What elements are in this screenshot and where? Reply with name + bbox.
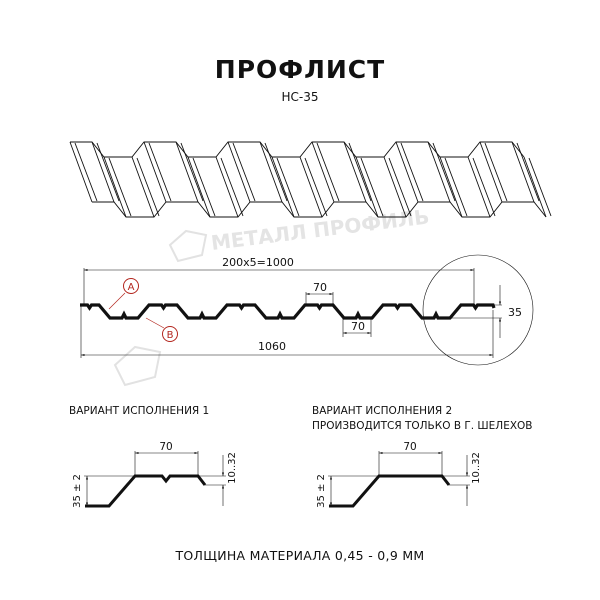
sheet-fold-line [215,156,239,218]
sheet-fold-line [299,156,323,218]
sheet-fold-line [91,141,115,203]
sheet-fold-line [360,157,384,217]
sheet-fold-line [427,141,451,203]
sheet-fold-line [311,141,335,203]
sheet-fold-line [74,142,98,202]
variant2-caption-line2: ПРОИЗВОДИТСЯ ТОЛЬКО В Г. ШЕЛЕХОВ [312,420,533,432]
sheet-fold-line [383,156,407,218]
cross-section: 200x5=1000 1060 70 70 35 A B [80,254,534,366]
bottom-flat-label: 70 [351,320,365,333]
profile-line [80,303,496,320]
variant2-width-label: 70 [403,441,416,453]
variant2-edge-label: 10..32 [471,452,482,484]
sheet-fold-line [175,141,199,203]
variant2-height-label: 35 ± 2 [316,474,327,508]
sheet-fold-line [355,156,379,218]
sheet-fold-line [467,156,491,218]
sheet-fold-line [479,141,503,203]
variant2-detail [328,451,470,508]
watermark-logo [113,229,208,387]
variant1-height-label: 35 ± 2 [72,474,83,508]
sheet-fold-line [192,157,216,217]
sheet-fold-line [264,142,288,202]
sheet-fold-line [523,156,547,218]
sheet-fold-line [388,157,412,217]
sheet-3d-illustration [69,141,552,218]
sheet-fold-line [316,142,340,202]
top-flat-label: 70 [313,281,327,294]
variant1-detail [84,451,226,508]
sheet-fold-line [271,156,295,218]
sheet-fold-line [528,157,552,217]
sheet-fold-line [136,157,160,217]
sheet-fold-line [432,142,456,202]
sheet-fold-line [348,142,372,202]
sheet-fold-line [232,142,256,202]
variant1-width-label: 70 [159,441,172,453]
sheet-fold-line [96,142,120,202]
sheet-fold-line [180,142,204,202]
sheet-top-edge [70,141,525,158]
sheet-fold-line [516,142,540,202]
sheet-fold-line [69,141,93,203]
height-label: 35 [508,306,522,319]
sheet-fold-line [227,141,251,203]
page-subtitle: НС-35 [281,90,319,104]
variant1-edge-label: 10..32 [227,452,238,484]
sheet-fold-line [187,156,211,218]
material-thickness-note: ТОЛЩИНА МАТЕРИАЛА 0,45 - 0,9 ММ [175,548,425,563]
sheet-fold-line [400,142,424,202]
sheet-fold-line [472,157,496,217]
marker-a-label: A [128,282,135,293]
sheet-fold-line [143,141,167,203]
sheet-fold-line [439,156,463,218]
page-title: ПРОФЛИСТ [214,55,386,84]
sheet-fold-line [103,156,127,218]
sheet-fold-line [108,157,132,217]
width-label: 1060 [258,340,286,353]
sheet-fold-line [484,142,508,202]
detail-circle [422,254,534,366]
sheet-fold-line [304,157,328,217]
marker-b-label: B [167,330,174,341]
profile-detail-line [329,474,451,508]
sheet-fold-line [220,157,244,217]
sheet-fold-line [511,141,535,203]
sheet-fold-line [259,141,283,203]
sheet-fold-line [444,157,468,217]
marker-a [123,278,139,294]
marker-b [162,326,178,342]
pitch-label: 200x5=1000 [222,256,294,269]
sheet-fold-line [395,141,419,203]
sheet-fold-line [131,156,155,218]
variant1-caption: ВАРИАНТ ИСПОЛНЕНИЯ 1 [69,405,210,417]
profile-detail-line [85,474,207,508]
variant2-caption-line1: ВАРИАНТ ИСПОЛНЕНИЯ 2 [312,405,453,417]
sheet-fold-line [276,157,300,217]
sheet-fold-line [148,142,172,202]
sheet-fold-line [343,141,367,203]
